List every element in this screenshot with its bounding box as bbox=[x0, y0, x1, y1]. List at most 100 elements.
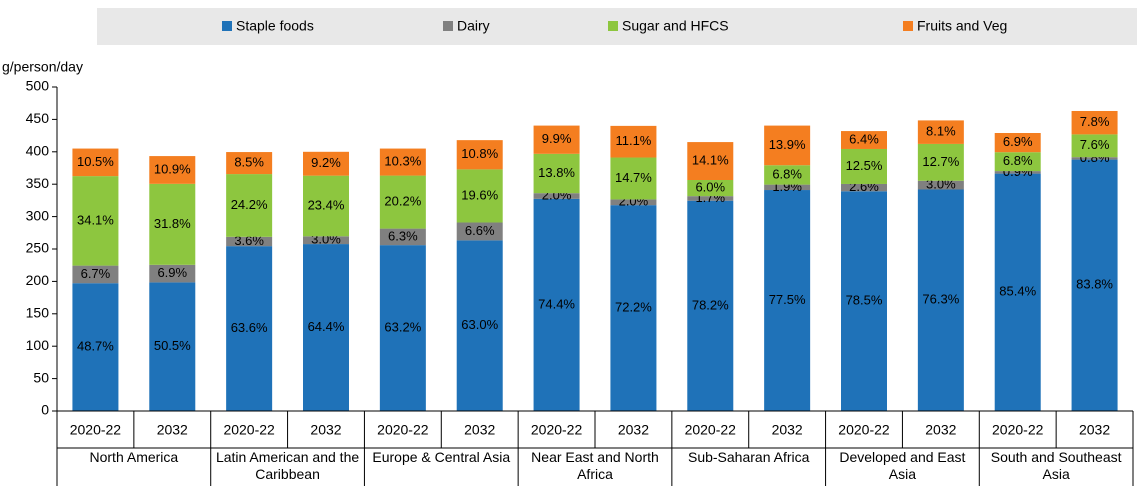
bar-segment bbox=[149, 282, 196, 411]
bar-segment bbox=[917, 143, 964, 181]
y-tick-label: 150 bbox=[26, 305, 50, 321]
group-label: North America bbox=[89, 449, 179, 465]
bar-segment bbox=[917, 189, 964, 411]
bar-segment bbox=[303, 151, 349, 176]
bar-segment bbox=[917, 120, 964, 144]
data-label: 14.7% bbox=[615, 170, 652, 185]
bar-segment bbox=[994, 152, 1041, 172]
bar-segment bbox=[687, 200, 734, 411]
bar-segment bbox=[456, 222, 503, 241]
data-label: 12.7% bbox=[922, 154, 959, 169]
data-label: 6.7% bbox=[81, 266, 111, 281]
data-label: 6.8% bbox=[772, 166, 802, 181]
data-label: 77.5% bbox=[769, 292, 806, 307]
data-label: 8.1% bbox=[926, 124, 956, 139]
bar-segment bbox=[764, 190, 811, 411]
x-tick-label: 2032 bbox=[310, 422, 341, 438]
bar-segment bbox=[610, 199, 657, 206]
data-label: 64.4% bbox=[308, 319, 345, 334]
bar-segment bbox=[1071, 157, 1118, 160]
bar-segment bbox=[687, 196, 734, 201]
data-label: 8.5% bbox=[234, 155, 264, 170]
data-label: 78.2% bbox=[692, 297, 729, 312]
data-label: 6.8% bbox=[1003, 153, 1033, 168]
x-tick-label: 2020-22 bbox=[992, 422, 1044, 438]
data-label: 63.0% bbox=[461, 317, 498, 332]
group-label: Europe & Central Asia bbox=[372, 449, 511, 465]
bar-segment bbox=[764, 165, 811, 185]
x-tick-label: 2020-22 bbox=[685, 422, 737, 438]
data-label: 11.1% bbox=[615, 133, 651, 148]
bar-segment bbox=[841, 183, 887, 192]
data-label: 83.8% bbox=[1076, 277, 1113, 292]
bar-segment bbox=[841, 148, 887, 184]
bar-segment bbox=[149, 183, 196, 265]
y-tick-label: 350 bbox=[26, 175, 50, 191]
bar-segment bbox=[764, 125, 811, 166]
data-label: 7.6% bbox=[1080, 137, 1110, 152]
data-label: 12.5% bbox=[846, 158, 883, 173]
x-tick-label: 2032 bbox=[925, 422, 956, 438]
bar-segment bbox=[841, 131, 887, 149]
bar-segment bbox=[687, 179, 734, 197]
data-label: 50.5% bbox=[154, 338, 191, 353]
bar-segment bbox=[72, 283, 119, 411]
bar-segment bbox=[72, 265, 119, 284]
data-label: 6.9% bbox=[157, 265, 187, 280]
bar-segment bbox=[379, 175, 426, 229]
bar-segment bbox=[72, 148, 119, 177]
group-label: South and Southeast Asia bbox=[990, 449, 1122, 482]
data-label: 6.6% bbox=[465, 223, 495, 238]
data-label: 34.1% bbox=[77, 212, 114, 227]
data-label: 85.4% bbox=[999, 284, 1036, 299]
bar-segment bbox=[226, 174, 273, 237]
bar-segment bbox=[994, 171, 1041, 174]
x-tick-label: 2032 bbox=[1079, 422, 1110, 438]
bar-segment bbox=[303, 244, 349, 411]
bar-segment bbox=[1071, 134, 1118, 158]
bar-segment bbox=[841, 191, 887, 411]
data-label: 9.9% bbox=[542, 131, 572, 146]
data-label: 31.8% bbox=[154, 216, 191, 231]
y-tick-label: 400 bbox=[26, 143, 50, 159]
bar-segment bbox=[72, 176, 119, 266]
data-label: 14.1% bbox=[692, 152, 729, 167]
bar-segment bbox=[226, 246, 273, 411]
data-label: 13.8% bbox=[538, 165, 575, 180]
data-label: 10.3% bbox=[384, 154, 421, 169]
x-tick-label: 2020-22 bbox=[838, 422, 890, 438]
bar-segment bbox=[303, 175, 349, 237]
bar-segment bbox=[456, 240, 503, 411]
bar-segment bbox=[456, 169, 503, 223]
x-tick-label: 2032 bbox=[157, 422, 188, 438]
bar-segment bbox=[687, 142, 734, 180]
bar-segment bbox=[379, 228, 426, 246]
y-tick-label: 0 bbox=[41, 402, 49, 418]
data-label: 10.5% bbox=[77, 154, 114, 169]
bar-segment bbox=[764, 184, 811, 191]
data-label: 72.2% bbox=[615, 300, 652, 315]
data-label: 48.7% bbox=[77, 339, 114, 354]
x-tick-label: 2020-22 bbox=[377, 422, 429, 438]
bar-segment bbox=[533, 198, 580, 411]
group-label: Near East and North Africa bbox=[531, 449, 659, 482]
data-label: 63.6% bbox=[231, 320, 268, 335]
legend-label: Fruits and Veg bbox=[917, 18, 1007, 34]
bar-segment bbox=[533, 125, 580, 154]
group-label: Sub-Saharan Africa bbox=[687, 449, 810, 465]
legend-swatch bbox=[443, 21, 453, 31]
x-tick-label: 2020-22 bbox=[70, 422, 122, 438]
y-tick-label: 450 bbox=[26, 110, 50, 126]
bar-segment bbox=[994, 133, 1041, 153]
bar-segment bbox=[533, 153, 580, 194]
bar-segment bbox=[303, 236, 349, 245]
data-label: 6.9% bbox=[1003, 134, 1033, 149]
legend-swatch bbox=[222, 21, 232, 31]
x-tick-label: 2020-22 bbox=[223, 422, 275, 438]
data-label: 19.6% bbox=[461, 187, 498, 202]
legend-swatch bbox=[608, 21, 618, 31]
data-label: 78.5% bbox=[846, 293, 883, 308]
legend-swatch bbox=[903, 21, 913, 31]
